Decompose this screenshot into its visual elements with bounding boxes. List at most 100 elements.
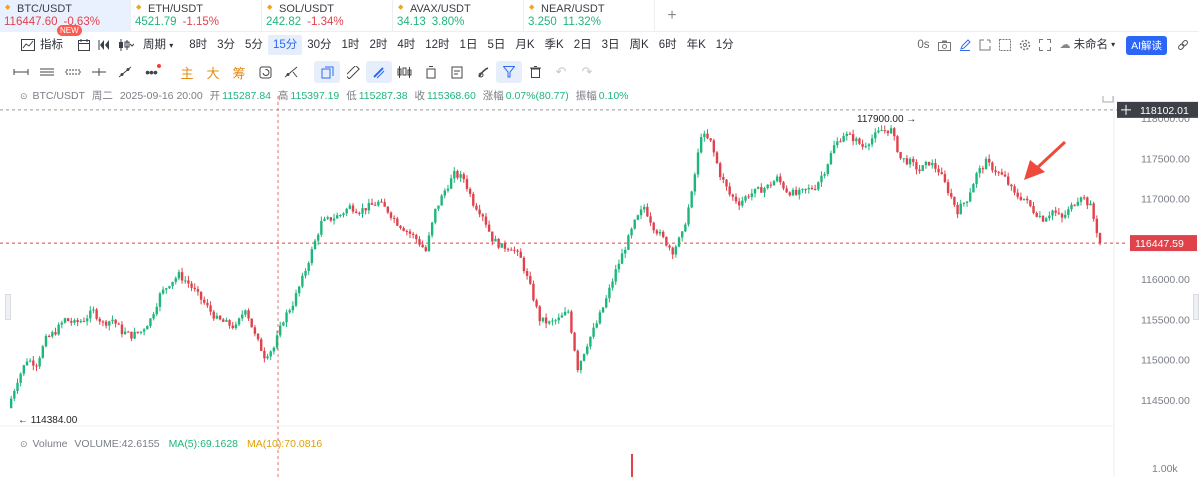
candle-body bbox=[624, 249, 627, 254]
candle-body bbox=[51, 332, 54, 337]
candle-body bbox=[693, 174, 697, 192]
candle-body bbox=[218, 315, 222, 320]
candle-body bbox=[848, 133, 852, 135]
interval-13[interactable]: 2日 bbox=[573, 39, 592, 51]
period-dropdown[interactable]: 周期 ▾ bbox=[138, 35, 178, 55]
interval-11[interactable]: 月K bbox=[515, 39, 535, 51]
candle-body bbox=[449, 178, 453, 189]
interval-12[interactable]: 季K bbox=[544, 39, 564, 51]
ai-analysis-button[interactable]: AI解读 bbox=[1126, 35, 1167, 55]
candle-body bbox=[674, 246, 678, 255]
trash-icon[interactable] bbox=[522, 61, 548, 83]
symbol-tab-eth-usdt[interactable]: ◆ ETH/USDT 4521.79 -1.15% bbox=[131, 0, 262, 32]
interval-5[interactable]: 1时 bbox=[341, 39, 360, 51]
fullscreen-icon[interactable] bbox=[1035, 35, 1055, 55]
indicator-icon[interactable] bbox=[18, 35, 38, 55]
popout-icon[interactable] bbox=[975, 35, 995, 55]
symbol-tab-sol-usdt[interactable]: ◆ SOL/USDT 242.82 -1.34% bbox=[262, 0, 393, 32]
symbol-tab-avax-usdt[interactable]: ◆ AVAX/USDT 34.13 3.80% bbox=[393, 0, 524, 32]
refresh-icon[interactable] bbox=[252, 61, 278, 83]
chip-distribution-toggle[interactable]: 筹 bbox=[232, 65, 246, 81]
symbol-change: 3.80% bbox=[431, 16, 465, 28]
pencil-icon[interactable] bbox=[955, 35, 975, 55]
main-indicator-toggle[interactable]: 主 bbox=[180, 65, 194, 81]
interval-18[interactable]: 1分 bbox=[715, 39, 734, 51]
interval-8[interactable]: 12时 bbox=[425, 39, 450, 51]
replay-icon[interactable] bbox=[94, 35, 114, 55]
interval-2[interactable]: 5分 bbox=[245, 39, 263, 51]
parallel-lines-icon[interactable] bbox=[34, 61, 60, 83]
interval-7[interactable]: 4时 bbox=[397, 39, 416, 51]
left-scroll-handle[interactable] bbox=[5, 294, 11, 320]
magnet-icon[interactable] bbox=[366, 61, 392, 83]
note-icon[interactable] bbox=[444, 61, 470, 83]
candle-body bbox=[671, 247, 674, 255]
layout-icon[interactable] bbox=[995, 35, 1015, 55]
candle-body bbox=[155, 306, 158, 315]
interval-1[interactable]: 3分 bbox=[217, 39, 236, 51]
copy-icon[interactable] bbox=[314, 61, 340, 83]
interval-17[interactable]: 年K bbox=[686, 39, 706, 51]
undo-icon[interactable]: ↶ bbox=[555, 64, 567, 79]
candle-body bbox=[766, 184, 769, 189]
large-order-toggle[interactable]: 大 bbox=[206, 65, 220, 81]
candle-body bbox=[478, 209, 481, 215]
ruler-icon[interactable] bbox=[340, 61, 366, 83]
info-expand-icon[interactable]: ⊙ bbox=[20, 91, 28, 101]
candle-body bbox=[22, 365, 26, 374]
candle-body bbox=[1010, 184, 1013, 187]
layout-name-dropdown[interactable]: ☁ 未命名 ▾ bbox=[1055, 35, 1121, 55]
right-scroll-handle[interactable] bbox=[1193, 294, 1199, 320]
hide-drawings-icon[interactable] bbox=[278, 61, 304, 83]
volume-eye-icon[interactable]: ⊙ bbox=[20, 439, 28, 449]
alarm-icon[interactable] bbox=[418, 61, 444, 83]
cross-line-icon[interactable] bbox=[86, 61, 112, 83]
candle-body bbox=[231, 325, 234, 329]
interval-9[interactable]: 1日 bbox=[459, 39, 478, 51]
indicators-button[interactable]: 指标 bbox=[40, 39, 63, 51]
candle-body bbox=[614, 269, 617, 282]
candle-body bbox=[437, 205, 440, 209]
interval-6[interactable]: 2时 bbox=[369, 39, 388, 51]
interval-0[interactable]: 8时 bbox=[189, 39, 208, 51]
candle-pattern-icon[interactable] bbox=[392, 61, 418, 83]
candle-body bbox=[722, 177, 725, 180]
interval-15[interactable]: 周K bbox=[629, 39, 649, 51]
layout-name-label: 未命名 bbox=[1073, 39, 1109, 51]
candle-body bbox=[712, 140, 716, 153]
candle-body bbox=[487, 224, 491, 232]
candle-body bbox=[35, 365, 38, 367]
settings-icon[interactable] bbox=[1015, 35, 1035, 55]
more-tools-icon[interactable]: ••• bbox=[138, 61, 164, 83]
add-tab-button[interactable]: + bbox=[667, 7, 677, 24]
template-icon[interactable] bbox=[74, 35, 94, 55]
interval-3[interactable]: 15分 bbox=[267, 35, 303, 55]
redo-icon[interactable]: ↷ bbox=[581, 64, 593, 79]
interval-14[interactable]: 3日 bbox=[601, 39, 620, 51]
candle-body bbox=[193, 287, 196, 290]
interval-4[interactable]: 30分 bbox=[307, 39, 332, 51]
brush-icon[interactable] bbox=[470, 61, 496, 83]
camera-icon[interactable] bbox=[935, 35, 955, 55]
candlestick-chart[interactable]: 117900.00 →← 114384.00 118000.00117500.0… bbox=[0, 96, 1199, 477]
price-range-icon[interactable] bbox=[60, 61, 86, 83]
filter-icon[interactable] bbox=[496, 61, 522, 83]
candle-body bbox=[95, 309, 98, 319]
link-icon[interactable] bbox=[1173, 35, 1193, 55]
symbol-tab-near-usdt[interactable]: ◆ NEAR/USDT 3.250 11.32% bbox=[524, 0, 655, 32]
candle-body bbox=[370, 203, 374, 205]
interval-16[interactable]: 6时 bbox=[658, 39, 677, 51]
chart-type-icon[interactable] bbox=[114, 35, 138, 55]
interval-10[interactable]: 5日 bbox=[487, 39, 506, 51]
candle-body bbox=[734, 196, 738, 202]
horizontal-ray-icon[interactable] bbox=[8, 61, 34, 83]
candle-body bbox=[978, 168, 981, 174]
candle-body bbox=[38, 357, 41, 367]
candle-body bbox=[525, 271, 529, 276]
candle-body bbox=[880, 130, 883, 132]
candle-body bbox=[171, 281, 174, 287]
symbol-price: 242.82 bbox=[266, 16, 302, 28]
trend-line-icon[interactable] bbox=[112, 61, 138, 83]
candle-body bbox=[883, 130, 886, 132]
volume-ma5: MA(5):69.1628 bbox=[168, 438, 239, 450]
